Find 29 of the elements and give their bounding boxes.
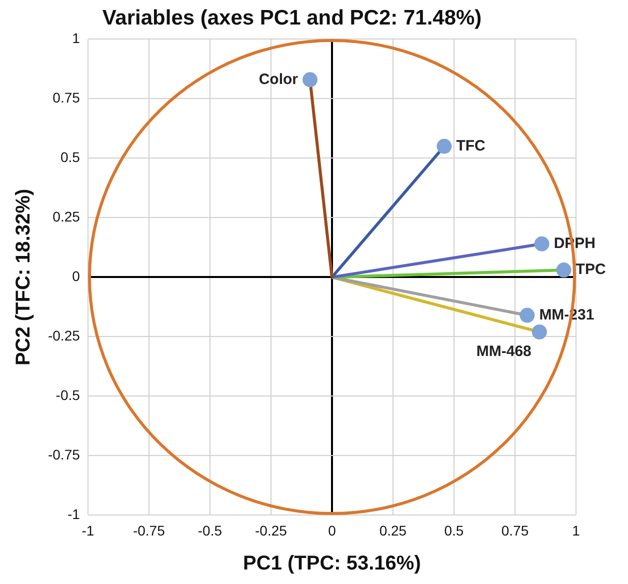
y-tick-label: 0.5 xyxy=(60,149,80,166)
point xyxy=(532,324,547,340)
x-tick-label: 0.25 xyxy=(379,522,407,538)
x-tick-label: -0.75 xyxy=(132,522,166,538)
x-tick-label: 1 xyxy=(572,522,580,538)
y-tick-label: 0.25 xyxy=(52,208,80,225)
annotation: Color xyxy=(258,70,298,88)
y-tick-label: 0.75 xyxy=(52,90,80,106)
y-tick-label: -1 xyxy=(67,506,80,522)
y-tick-label: 0 xyxy=(72,268,80,284)
x-tick-label: 0.5 xyxy=(444,522,464,538)
y-tick-label: 1 xyxy=(72,30,80,46)
chart-title: Variables (axes PC1 and PC2: 71.48%) xyxy=(102,6,482,30)
x-axis-title: PC1 (TPC: 53.16%) xyxy=(243,552,421,575)
point xyxy=(302,72,318,88)
x-tick-label: 0.75 xyxy=(501,522,529,538)
x-tick-label: -0.5 xyxy=(198,522,222,538)
y-tick-label: -0.75 xyxy=(48,446,80,463)
y-tick-label: -0.25 xyxy=(48,328,80,344)
point xyxy=(556,262,572,278)
point xyxy=(436,138,452,154)
point xyxy=(534,236,550,252)
y-axis-title: PC2 (TFC: 18.32%) xyxy=(12,188,35,366)
x-tick-label: -0.25 xyxy=(254,522,288,538)
point xyxy=(520,308,535,323)
x-tick-label: 0 xyxy=(328,522,336,538)
annotation: MM-468 xyxy=(476,343,532,360)
y-tick-label: -0.5 xyxy=(56,387,80,404)
annotation: TFC xyxy=(456,137,486,154)
